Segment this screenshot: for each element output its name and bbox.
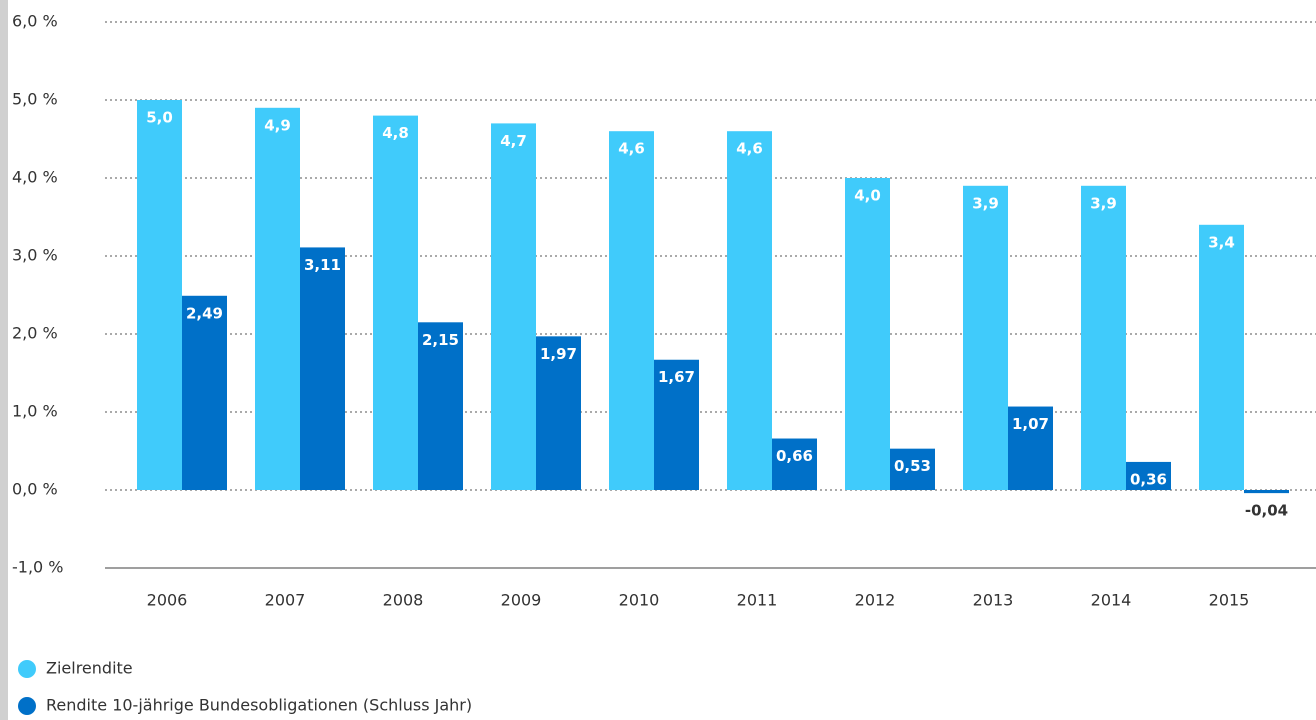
y-tick-label: 3,0 % [12,246,58,265]
bar [373,115,418,490]
y-tick-label: 6,0 % [12,12,58,31]
y-tick-label: 1,0 % [12,402,58,421]
bar [845,178,890,490]
x-tick-label: 2008 [383,591,424,610]
y-tick-label: 4,0 % [12,168,58,187]
bar [1244,490,1289,494]
value-label: 2,49 [186,304,223,322]
value-label: 2,15 [422,331,459,349]
bar [536,336,581,490]
x-tick-label: 2011 [737,591,778,610]
legend-swatch [18,697,36,715]
x-tick-label: 2012 [855,591,896,610]
bar [772,438,817,490]
bar [609,131,654,490]
value-label: 0,66 [776,447,813,465]
y-tick-label: -1,0 % [12,558,64,577]
bar [255,107,300,491]
x-tick-label: 2009 [501,591,542,610]
bar [1126,461,1171,490]
bar [418,322,463,490]
value-label: 0,53 [894,457,931,475]
value-label: 3,9 [1090,194,1117,212]
bar [727,131,772,490]
bar [491,123,536,491]
value-label: 1,07 [1012,415,1049,433]
x-tick-label: 2010 [619,591,660,610]
bar [1008,406,1053,490]
legend-swatch [18,660,36,678]
value-label: 4,8 [382,124,409,142]
x-tick-label: 2013 [973,591,1014,610]
value-label: 3,9 [972,194,999,212]
value-label: -0,04 [1245,502,1288,520]
bar [182,295,227,490]
value-label: 4,9 [264,116,291,134]
x-tick-label: 2015 [1209,591,1250,610]
side-strip [0,0,8,720]
value-label: 1,67 [658,368,695,386]
bar [963,185,1008,491]
bar [654,359,699,490]
bar [1199,224,1244,491]
x-tick-label: 2014 [1091,591,1132,610]
value-label: 3,11 [304,256,341,274]
legend-label: Zielrendite [46,659,133,678]
y-tick-label: 0,0 % [12,480,58,499]
value-label: 4,0 [854,187,881,205]
value-label: 1,97 [540,345,577,363]
value-label: 5,0 [146,109,173,127]
bar [890,448,935,490]
value-label: 3,4 [1208,233,1235,251]
y-tick-label: 5,0 % [12,90,58,109]
value-label: 4,6 [736,140,763,158]
value-label: 0,36 [1130,470,1167,488]
x-tick-label: 2007 [265,591,306,610]
value-label: 4,6 [618,140,645,158]
x-tick-label: 2006 [147,591,188,610]
bar [300,247,345,490]
bar [137,100,182,490]
y-tick-label: 2,0 % [12,324,58,343]
value-label: 4,7 [500,132,527,150]
bar [1081,185,1126,491]
legend-label: Rendite 10-jährige Bundesobligationen (S… [46,696,472,715]
